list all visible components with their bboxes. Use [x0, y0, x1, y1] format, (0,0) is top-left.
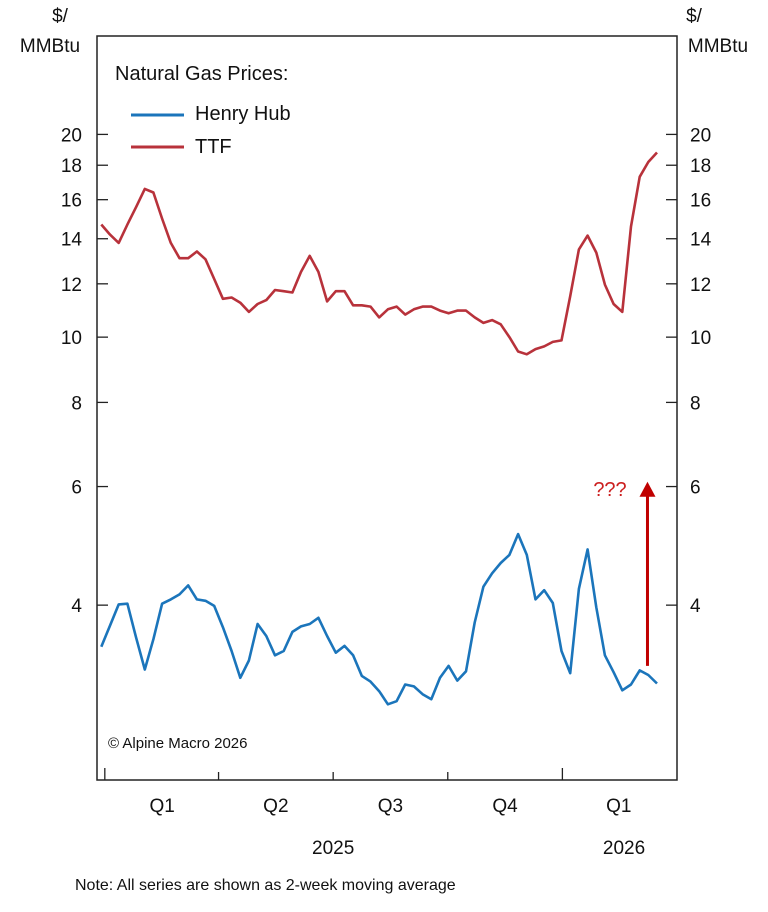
plot-frame — [96, 35, 678, 781]
copyright-text: © Alpine Macro 2026 — [108, 735, 247, 752]
y-tick-label-left: 14 — [61, 230, 83, 251]
series-line-henry-hub — [100, 532, 658, 706]
x-quarter-label: Q1 — [149, 796, 174, 817]
y-unit-left-line1: $/ — [52, 6, 69, 27]
y-tick-label-right: 4 — [690, 596, 701, 617]
y-tick-label-left: 16 — [61, 191, 82, 212]
x-quarter-label: Q2 — [263, 796, 288, 817]
x-quarter-label: Q1 — [606, 796, 631, 817]
x-quarter-label: Q3 — [378, 796, 403, 817]
question-annotation: ??? — [593, 479, 626, 501]
legend-title: Natural Gas Prices: — [115, 63, 288, 85]
y-tick-label-left: 20 — [61, 125, 82, 146]
y-tick-label-right: 10 — [690, 328, 711, 349]
y-tick-label-left: 18 — [61, 156, 82, 177]
footnote: Note: All series are shown as 2-week mov… — [75, 877, 456, 894]
y-tick-label-right: 16 — [690, 191, 711, 212]
x-year-label: 2025 — [312, 838, 354, 859]
y-tick-label-left: 10 — [61, 328, 82, 349]
y-tick-label-right: 12 — [690, 275, 711, 296]
arrow-head-icon — [639, 481, 656, 497]
y-unit-right-line2: MMBtu — [688, 36, 748, 57]
up-arrow-annotation — [639, 481, 656, 666]
x-year-label: 2026 — [603, 838, 645, 859]
legend-label-ttf: TTF — [195, 136, 232, 158]
x-quarter-label: Q4 — [492, 796, 518, 817]
y-tick-label-right: 8 — [690, 393, 701, 414]
y-unit-right-line1: $/ — [686, 6, 703, 27]
y-tick-label-right: 18 — [690, 156, 711, 177]
y-tick-label-left: 8 — [71, 393, 82, 414]
y-unit-left-line2: MMBtu — [20, 36, 80, 57]
legend-label-henry-hub: Henry Hub — [195, 103, 291, 125]
y-tick-label-right: 6 — [690, 478, 701, 499]
y-tick-label-left: 4 — [71, 596, 82, 617]
y-tick-label-right: 14 — [690, 230, 712, 251]
y-tick-label-right: 20 — [690, 125, 711, 146]
legend: Natural Gas Prices: Henry Hub TTF — [115, 63, 291, 158]
series-line-ttf — [100, 151, 658, 356]
y-tick-label-left: 6 — [71, 478, 82, 499]
y-tick-label-left: 12 — [61, 275, 82, 296]
